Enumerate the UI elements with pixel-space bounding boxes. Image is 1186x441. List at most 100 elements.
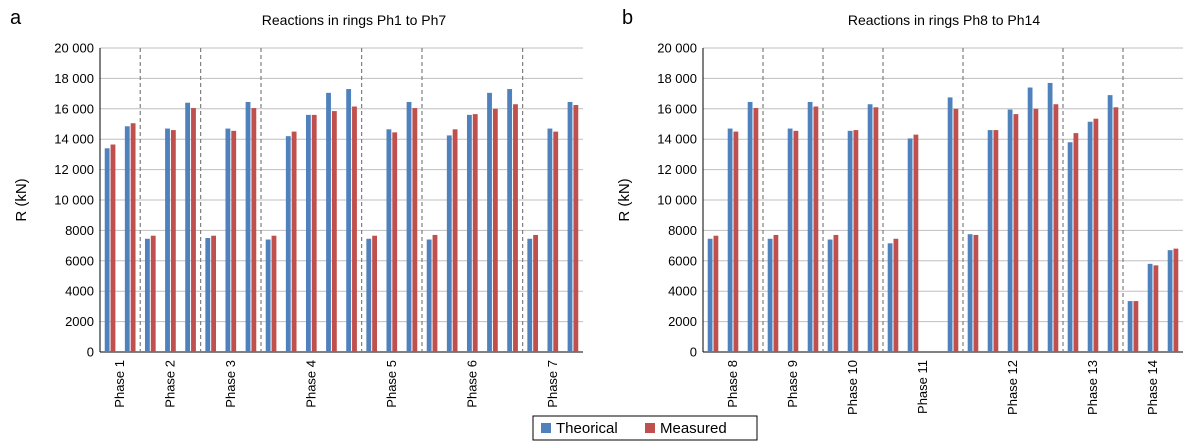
bar-theorical xyxy=(887,243,893,352)
bar-theorical xyxy=(305,114,311,352)
bar-measured xyxy=(251,108,257,352)
bar-measured xyxy=(1093,118,1099,353)
legend-label-theorical: Theorical xyxy=(556,420,618,437)
bar-measured xyxy=(452,129,458,352)
bar-theorical xyxy=(827,239,833,352)
bar-theorical xyxy=(1147,263,1153,352)
bar-measured xyxy=(392,132,398,352)
bar-measured xyxy=(1013,114,1019,353)
bar-measured xyxy=(1053,104,1059,353)
bar-measured xyxy=(271,235,277,352)
bar-theorical xyxy=(907,138,913,352)
x-category-label: Phase 11 xyxy=(915,360,930,414)
bar-theorical xyxy=(507,89,513,352)
bar-theorical xyxy=(386,129,392,352)
bar-measured xyxy=(793,130,799,352)
x-category-label: Phase 9 xyxy=(785,360,800,408)
bar-measured xyxy=(833,234,839,352)
bar-theorical xyxy=(285,136,291,352)
bar-measured xyxy=(913,134,919,352)
bar-measured xyxy=(110,144,116,352)
bar-theorical xyxy=(767,238,773,352)
y-tick-label: 8000 xyxy=(65,223,94,238)
bar-measured xyxy=(733,131,739,352)
bar-theorical xyxy=(1047,82,1053,353)
panel-letter: b xyxy=(622,7,633,29)
legend-swatch-measured xyxy=(645,423,655,433)
chart-title: Reactions in rings Ph1 to Ph7 xyxy=(262,12,447,28)
bar-theorical xyxy=(787,128,793,352)
legend: Theorical Measured xyxy=(532,415,758,441)
bar-measured xyxy=(1073,133,1079,352)
x-category-label: Phase 5 xyxy=(384,360,399,408)
x-category-label: Phase 10 xyxy=(845,360,860,415)
x-category-label: Phase 7 xyxy=(545,360,560,408)
x-category-label: Phase 12 xyxy=(1005,360,1020,415)
y-tick-label: 12 000 xyxy=(54,162,94,177)
chart-panel-a: a Reactions in rings Ph1 to Ph7 0 2000 4000 6… xyxy=(10,7,583,408)
bar-measured xyxy=(150,235,156,352)
chart-panel-b: b Reactions in rings Ph8 to Ph14 0 2000 4000… xyxy=(616,7,1183,415)
bar-measured xyxy=(773,234,779,352)
bar-theorical xyxy=(346,89,352,352)
bar-theorical xyxy=(245,101,251,353)
x-category-label: Phase 2 xyxy=(162,360,177,408)
bar-theorical xyxy=(967,234,973,352)
bar-theorical xyxy=(1067,142,1073,352)
bar-theorical xyxy=(165,128,170,352)
bar-theorical xyxy=(807,101,813,353)
bar-measured xyxy=(372,235,378,352)
chart-title: Reactions in rings Ph8 to Ph14 xyxy=(848,12,1040,28)
x-category-label: Phase 4 xyxy=(303,360,318,408)
bar-theorical xyxy=(104,148,110,352)
bar-theorical xyxy=(265,239,271,352)
bar-theorical xyxy=(225,128,231,352)
y-tick-label: 16 000 xyxy=(657,101,697,116)
y-tick-label: 2000 xyxy=(668,314,697,329)
bar-measured xyxy=(492,108,498,352)
legend-label-measured: Measured xyxy=(660,420,727,437)
legend-swatch-theorical xyxy=(541,423,551,433)
y-tick-label: 18 000 xyxy=(657,71,697,86)
x-category-label: Phase 8 xyxy=(725,360,740,408)
x-category-label: Phase 14 xyxy=(1145,360,1160,415)
bar-measured xyxy=(873,107,879,352)
bar-measured xyxy=(352,106,357,353)
bar-theorical xyxy=(185,102,191,352)
y-tick-label: 10 000 xyxy=(54,193,94,208)
y-tick-label: 20 000 xyxy=(54,41,94,56)
bar-measured xyxy=(211,235,217,352)
x-category-label: Phase 1 xyxy=(112,360,127,408)
y-tick-label: 10 000 xyxy=(657,193,697,208)
bar-measured xyxy=(1113,107,1119,352)
y-tick-label: 18 000 xyxy=(54,71,94,86)
panel-letter: a xyxy=(10,7,22,29)
bar-theorical xyxy=(205,238,211,352)
y-tick-label: 14 000 xyxy=(54,132,94,147)
bar-measured xyxy=(331,111,337,352)
bar-measured xyxy=(191,108,196,352)
bar-measured xyxy=(1153,265,1159,352)
bar-theorical xyxy=(124,126,130,352)
bar-theorical xyxy=(707,238,713,352)
bar-theorical xyxy=(947,97,953,353)
bar-theorical xyxy=(987,130,993,352)
bar-measured xyxy=(412,108,418,352)
bar-theorical xyxy=(466,114,472,352)
bar-theorical xyxy=(747,101,753,353)
y-tick-label: 12 000 xyxy=(657,162,697,177)
bar-measured xyxy=(513,104,518,353)
bar-theorical xyxy=(406,101,412,353)
bar-measured xyxy=(311,114,317,352)
y-tick-label: 4000 xyxy=(668,284,697,299)
bar-theorical xyxy=(1007,109,1013,352)
bar-theorical xyxy=(1027,87,1033,353)
y-tick-label: 0 xyxy=(87,345,94,360)
bar-theorical xyxy=(547,128,553,352)
y-tick-label: 6000 xyxy=(668,253,697,268)
bar-measured xyxy=(472,114,478,353)
bar-measured xyxy=(813,106,819,353)
bar-theorical xyxy=(527,238,533,352)
bar-theorical xyxy=(847,130,853,352)
